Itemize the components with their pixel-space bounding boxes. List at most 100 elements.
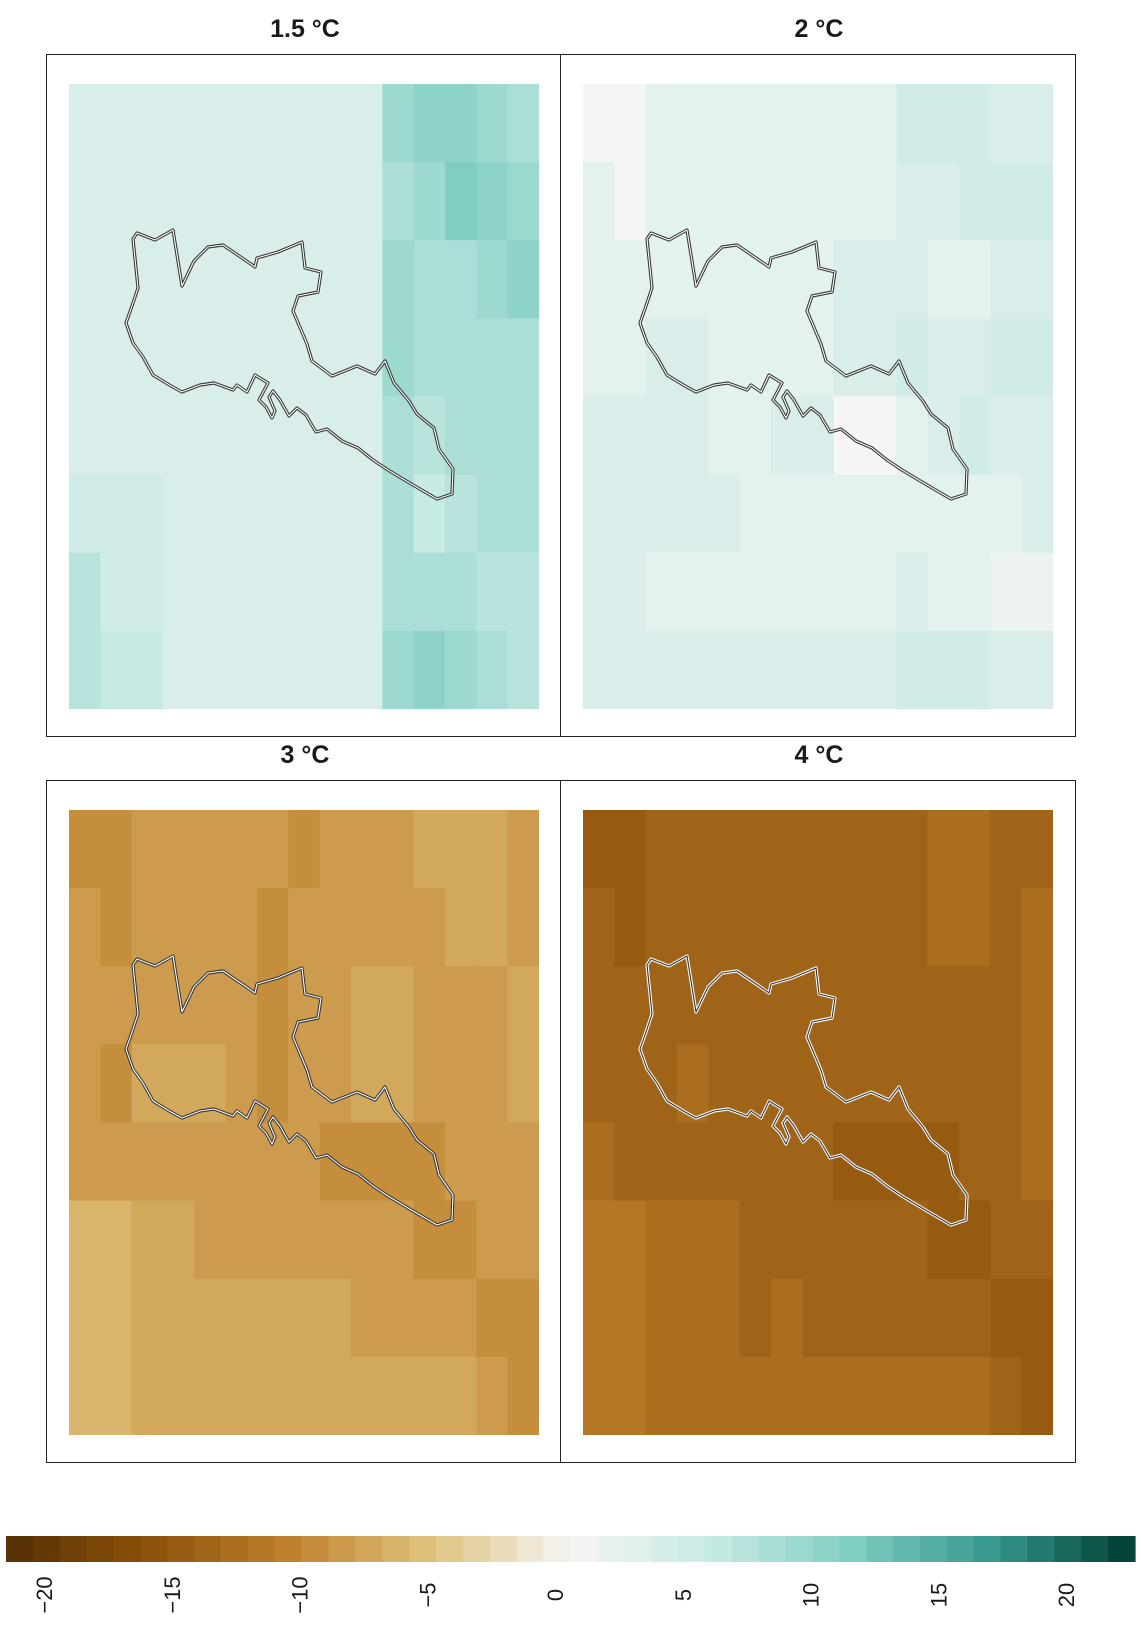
legend-swatch	[113, 1536, 141, 1562]
grid-cell	[257, 1278, 289, 1358]
legend-swatch	[543, 1536, 572, 1562]
grid-cell	[771, 318, 803, 398]
grid-cell	[614, 1122, 647, 1202]
grid-cell	[507, 474, 539, 554]
grid-cell	[1021, 1356, 1053, 1435]
grid-cell	[1021, 966, 1053, 1045]
grid-cell	[69, 162, 101, 241]
grid-cell	[131, 1044, 164, 1124]
legend-swatch	[704, 1536, 733, 1562]
legend-swatch	[86, 1536, 115, 1562]
grid-cell	[677, 1122, 709, 1202]
grid-cell	[100, 1200, 133, 1280]
legend-swatch	[812, 1536, 840, 1562]
grid-cell	[990, 1122, 1023, 1202]
panel-title: 4 °C	[794, 741, 844, 769]
grid-cell	[865, 888, 897, 967]
grid-cell	[927, 318, 960, 398]
grid-cell	[802, 318, 835, 398]
grid-cell	[445, 888, 477, 967]
grid-cell	[319, 810, 352, 889]
grid-cell	[445, 966, 477, 1045]
grid-cell	[927, 552, 960, 632]
grid-cell	[131, 162, 164, 241]
region-boundary	[639, 229, 968, 500]
grid-cell	[225, 84, 258, 163]
panel-title: 2 °C	[794, 15, 844, 43]
grid-cell	[645, 1356, 678, 1435]
grid-cell	[507, 162, 539, 241]
grid-cell	[507, 966, 539, 1045]
legend-tick-label: 5	[671, 1589, 696, 1601]
grid-cell	[833, 1278, 866, 1358]
grid-cell	[351, 888, 383, 967]
grid-cell	[708, 552, 741, 632]
grid-cell	[351, 810, 383, 889]
grid-cell	[476, 1200, 509, 1280]
grid-cell	[507, 1200, 539, 1280]
grid-cell	[476, 810, 509, 889]
grid-cell	[1021, 84, 1053, 163]
grid-cell	[771, 1044, 803, 1124]
grid-cell	[927, 84, 960, 163]
legend-swatch	[436, 1536, 464, 1562]
grid-cell	[507, 552, 539, 632]
grid-cell	[927, 966, 960, 1045]
grid-cell	[896, 396, 929, 476]
grid-cell	[959, 84, 991, 163]
legend-swatch	[597, 1536, 625, 1562]
color-legend: −20 −15 −10 −5 0 5 10 15 20	[0, 1530, 1141, 1623]
grid-cell	[445, 810, 477, 889]
grid-cell	[413, 552, 446, 632]
grid-cell	[583, 474, 615, 554]
grid-cell	[614, 162, 647, 241]
grid-cell	[319, 162, 352, 241]
grid-cell	[708, 1200, 741, 1280]
grid-cell	[445, 1122, 477, 1202]
legend-swatch	[758, 1536, 787, 1562]
grid-cell	[708, 396, 741, 476]
grid-cell	[802, 810, 835, 889]
grid-cell	[382, 630, 415, 709]
grid-cell	[131, 1200, 164, 1280]
grid-cell	[100, 318, 133, 398]
grid-cell	[865, 1044, 897, 1124]
grid-cell	[771, 1278, 803, 1358]
grid-cell	[1021, 1122, 1053, 1202]
grid-cell	[708, 474, 741, 554]
grid-cell	[865, 1278, 897, 1358]
legend-swatch	[1054, 1536, 1082, 1562]
grid-cell	[225, 162, 258, 241]
grid-cell	[163, 1278, 195, 1358]
grid-cell	[507, 1044, 539, 1124]
legend-tick-label: 20	[1054, 1583, 1079, 1607]
grid-cell	[100, 810, 133, 889]
grid-cell	[413, 810, 446, 889]
grid-cell	[257, 630, 289, 709]
grid-cell	[677, 888, 709, 967]
grid-cell	[865, 552, 897, 632]
legend-swatch	[624, 1536, 652, 1562]
grid-cell	[771, 630, 803, 709]
grid-cell	[194, 1278, 227, 1358]
grid-cell	[865, 630, 897, 709]
grid-cell	[445, 162, 477, 241]
grid-cell	[1021, 474, 1053, 554]
grid-cell	[163, 1356, 195, 1435]
legend-tick-label: 10	[799, 1583, 824, 1607]
grid-cell	[257, 84, 289, 163]
grid-cell	[959, 1122, 991, 1202]
grid-cell	[677, 474, 709, 554]
grid-cell	[771, 162, 803, 241]
grid-cell	[990, 552, 1023, 632]
grid-cell	[476, 240, 509, 319]
grid-cell	[507, 318, 539, 398]
grid-cell	[645, 888, 678, 967]
grid-cell	[445, 396, 477, 476]
grid-cell	[833, 888, 866, 967]
grid-cell	[708, 1122, 741, 1202]
grid-cell	[288, 1278, 321, 1358]
grid-cell	[507, 630, 539, 709]
legend-swatch	[355, 1536, 383, 1562]
grid-cell	[69, 474, 101, 554]
